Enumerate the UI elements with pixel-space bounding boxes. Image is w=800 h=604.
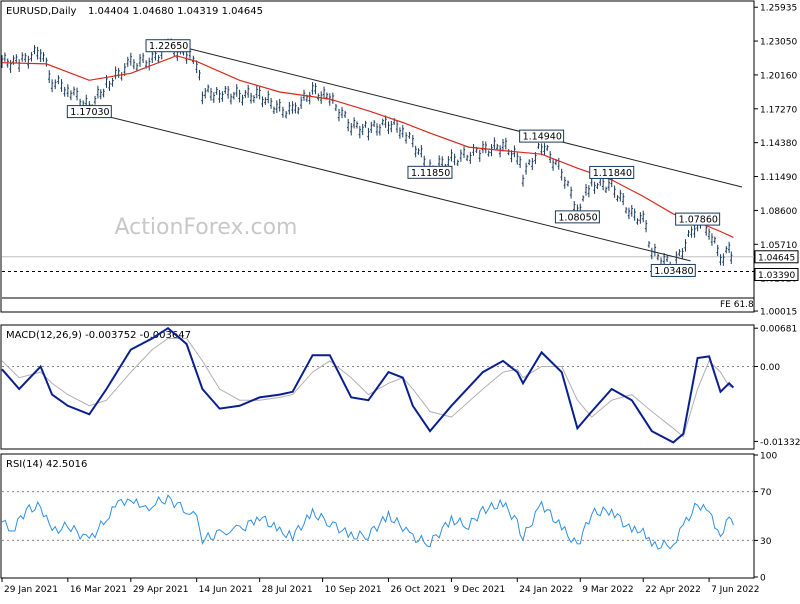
rsi-title: RSI(14) 42.5016 [6, 459, 87, 470]
support-label: 1.03390 [758, 271, 795, 281]
rsi-panel [0, 453, 755, 579]
price-y-tick-label: 1.14380 [760, 139, 797, 149]
annotation-box [407, 165, 453, 179]
annotation-label: 1.11850 [411, 168, 450, 179]
watermark: ActionForex.com [115, 215, 298, 240]
x-tick-label: 16 Mar 2021 [70, 585, 127, 595]
annotation-box [519, 129, 565, 143]
annotation-label: 1.03480 [654, 266, 693, 277]
annotation-box [554, 210, 600, 224]
annotation-label: 1.17030 [70, 107, 109, 118]
rsi-y-tick-label: 70 [760, 488, 772, 498]
x-tick-label: 7 Jun 2022 [711, 585, 759, 595]
annotation-box [650, 263, 696, 277]
macd-y-tick-label: 0.00 [760, 363, 780, 373]
x-tick-label: 14 Jun 2021 [199, 585, 253, 595]
x-tick-label: 10 Sep 2021 [325, 585, 382, 595]
rsi-y-tick-label: 30 [760, 537, 772, 547]
price-y-tick-label: 1.23050 [760, 38, 797, 48]
x-tick-label: 24 Jan 2022 [519, 585, 573, 595]
price-y-tick-label: 1.20160 [760, 71, 797, 81]
x-tick-label: 9 Mar 2022 [582, 585, 633, 595]
upper-channel-line [167, 42, 743, 188]
annotation-label: 1.07860 [679, 215, 718, 226]
annotation-box [589, 165, 635, 179]
x-tick-label: 28 Jul 2021 [262, 585, 313, 595]
annotation-label: 1.14940 [523, 132, 562, 143]
x-tick-label: 9 Dec 2021 [453, 585, 505, 595]
chart-ohlc: 1.04404 1.04680 1.04319 1.04645 [88, 6, 263, 17]
price-y-tick-label: 1.08600 [760, 207, 797, 217]
annotation-box [145, 39, 191, 53]
annotation-label: 1.08050 [558, 212, 597, 223]
annotation-label: 1.22650 [149, 41, 188, 52]
current-price-label-box [754, 250, 799, 264]
price-y-tick-label: 1.11490 [760, 173, 797, 183]
ema-line [1, 55, 734, 238]
price-panel [0, 0, 755, 313]
price-y-tick-label: 1.25935 [760, 4, 797, 14]
rsi-y-tick-label: 0 [760, 574, 766, 584]
lower-channel-line [89, 111, 691, 262]
rsi-line [1, 494, 734, 550]
x-tick-label: 22 Apr 2022 [645, 585, 701, 595]
macd-signal-line [1, 337, 734, 438]
x-tick-label: 29 Apr 2021 [133, 585, 189, 595]
price-y-tick-label: 1.00015 [760, 308, 797, 318]
annotation-label: 1.11840 [593, 168, 632, 179]
macd-y-tick-label: 0.00681 [760, 325, 797, 335]
macd-title: MACD(12,26,9) -0.003752 -0.003647 [6, 330, 191, 341]
x-tick-label: 26 Oct 2021 [390, 585, 446, 595]
rsi-y-tick-label: 100 [760, 452, 777, 462]
x-tick-label: 29 Jan 2021 [4, 585, 58, 595]
price-y-tick-label: 1.05710 [760, 241, 797, 251]
support-label-box [754, 267, 799, 281]
macd-y-tick-label: -0.013329 [760, 438, 800, 448]
price-y-tick-label: 1.17270 [760, 105, 797, 115]
annotation-box [66, 105, 112, 119]
current-price-label: 1.04645 [758, 253, 795, 263]
fib-note: FE 61.8 [720, 300, 754, 310]
macd-line [1, 326, 735, 444]
chart-symbol: EURUSD,Daily [6, 6, 77, 17]
annotation-box [675, 212, 721, 226]
